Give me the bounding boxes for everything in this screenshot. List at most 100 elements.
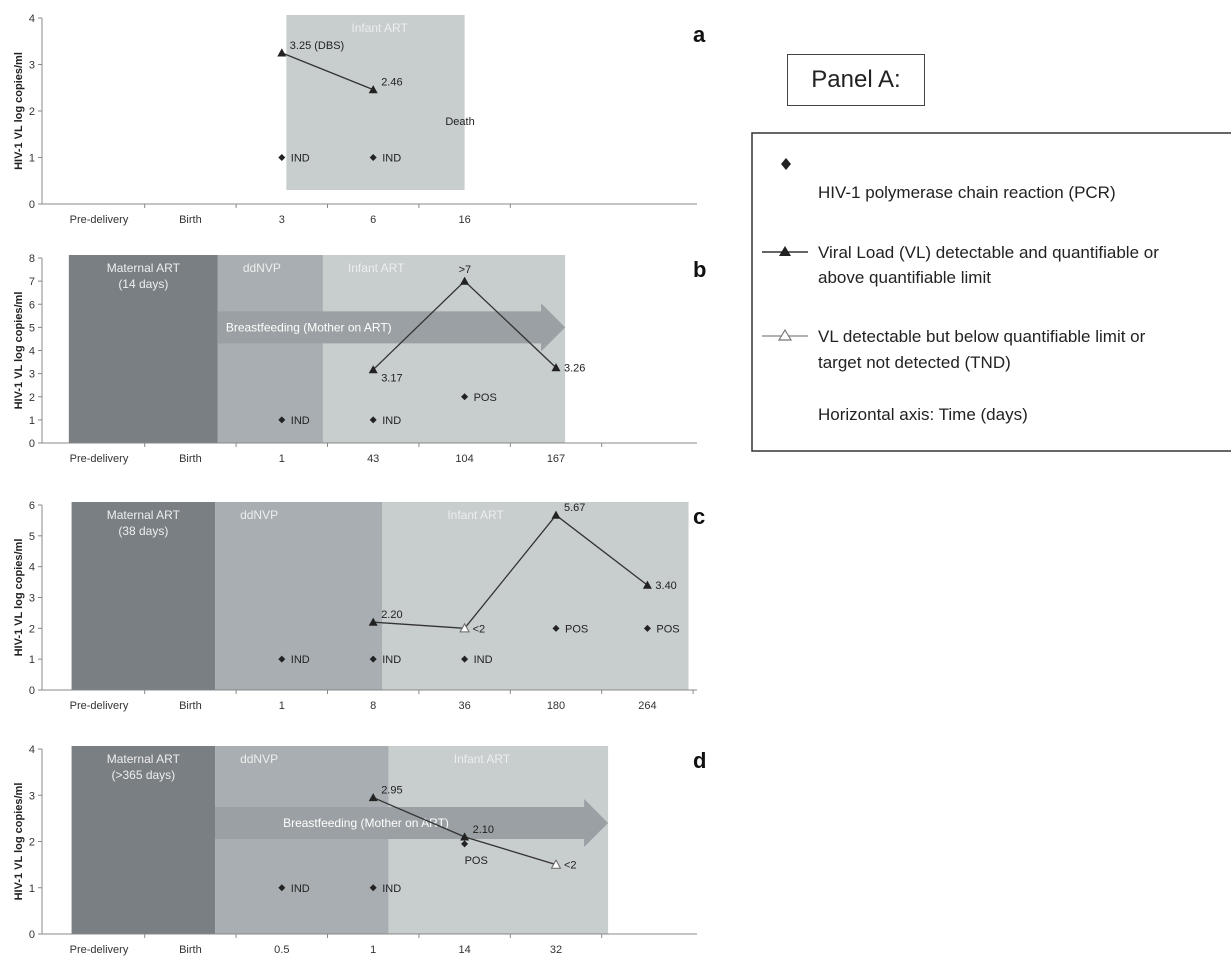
y-axis-label: HIV-1 VL log copies/ml — [13, 52, 25, 170]
y-tick-label: 2 — [29, 106, 35, 118]
y-tick-label: 2 — [29, 623, 35, 635]
y-axis-label: HIV-1 VL log copies/ml — [13, 783, 25, 901]
vl-filled-marker — [277, 48, 287, 57]
y-tick-label: 4 — [29, 562, 35, 574]
vl-quant-triangle-icon — [779, 246, 791, 256]
region-ddnvp — [217, 255, 323, 443]
pcr-point-label: IND — [291, 153, 310, 165]
region-ddnvp — [215, 502, 383, 690]
breastfeeding-label: Breastfeeding (Mother on ART) — [226, 320, 392, 334]
region-label-maternal: (38 days) — [118, 524, 168, 538]
region-label-infant: Infant ART — [348, 261, 405, 275]
chart-panel-c: Maternal ART (38 days) ddNVP Infant ART 0 1 2 3… — [13, 500, 705, 712]
region-label-maternal: Maternal ART — [107, 508, 181, 522]
vl-below-triangle-icon — [777, 328, 793, 341]
y-tick-label: 0 — [29, 438, 35, 450]
x-tick-label: Pre-delivery — [70, 453, 129, 465]
legend-frame — [751, 132, 1231, 452]
y-tick-label: 3 — [29, 593, 35, 605]
x-tick-label: 3 — [279, 214, 285, 226]
x-tick-label: Pre-delivery — [70, 214, 129, 226]
region-label-maternal: (14 days) — [118, 277, 168, 291]
pcr-marker — [278, 655, 286, 663]
x-tick-label: Birth — [179, 944, 202, 956]
breastfeeding-arrow — [217, 303, 566, 352]
x-tick-label: Birth — [179, 453, 202, 465]
pcr-marker — [369, 416, 377, 424]
pcr-point-label: IND — [291, 654, 310, 666]
pcr-point-label: IND — [474, 654, 493, 666]
legend-axis-note: Horizontal axis: Time (days) — [818, 405, 1028, 424]
y-tick-label: 5 — [29, 322, 35, 334]
pcr-marker — [461, 393, 469, 401]
vl-point-label: 2.46 — [381, 77, 402, 89]
pcr-point-label: IND — [291, 415, 310, 427]
y-tick-label: 2 — [29, 392, 35, 404]
y-axis-label: HIV-1 VL log copies/ml — [13, 539, 25, 657]
pcr-point-label: POS — [656, 623, 679, 635]
vl-point-label: 2.20 — [381, 609, 402, 621]
y-tick-label: 8 — [29, 253, 35, 265]
pcr-point-label: IND — [382, 415, 401, 427]
y-tick-label: 2 — [29, 837, 35, 849]
pcr-point-label: IND — [382, 654, 401, 666]
region-infant — [388, 746, 609, 934]
vl-point-label: <2 — [564, 860, 577, 872]
y-tick-label: 6 — [29, 299, 35, 311]
vl-series-line — [373, 514, 648, 630]
x-tick-label: 36 — [458, 700, 470, 712]
vl-filled-marker — [368, 617, 378, 626]
region-infant — [286, 15, 465, 190]
pcr-marker — [643, 624, 651, 632]
panel-title: Panel A: — [787, 54, 925, 106]
x-tick-label: Birth — [179, 214, 202, 226]
vl-filled-marker — [551, 363, 561, 372]
vl-point-label: >7 — [459, 264, 472, 276]
vl-point-label: 3.25 (DBS) — [290, 40, 344, 52]
x-tick-label: 32 — [550, 944, 562, 956]
breastfeeding-arrow — [215, 799, 609, 847]
panel-letter: b — [693, 257, 706, 282]
y-tick-label: 3 — [29, 60, 35, 72]
y-axis-label: HIV-1 VL log copies/ml — [13, 292, 25, 410]
legend-vl-below-line1: VL detectable but below quantifiable lim… — [818, 327, 1146, 346]
vl-point-label: 2.95 — [381, 785, 402, 797]
x-tick-label: 6 — [370, 214, 376, 226]
pcr-marker — [552, 624, 560, 632]
y-tick-label: 5 — [29, 531, 35, 543]
y-tick-label: 4 — [29, 346, 35, 358]
chart-panel-a: Infant ART 0 1 2 3 4 Pre-delivery Birth 3 6 16 HIV-… — [13, 13, 706, 226]
y-tick-label: 0 — [29, 685, 35, 697]
vl-point-label: <2 — [473, 623, 486, 635]
region-maternal — [68, 255, 218, 443]
region-label-maternal: Maternal ART — [107, 261, 181, 275]
legend-vl-below-line2: target not detected (TND) — [818, 353, 1011, 372]
x-tick-label: Pre-delivery — [70, 700, 129, 712]
x-tick-label: 0.5 — [274, 944, 289, 956]
pcr-marker — [369, 655, 377, 663]
region-label-maternal: Maternal ART — [107, 752, 181, 766]
x-tick-label: 1 — [370, 944, 376, 956]
y-tick-label: 4 — [29, 744, 35, 756]
pcr-point-label: IND — [291, 883, 310, 895]
chart-panel-b: Maternal ART (14 days) ddNVP Infant ART Brea… — [13, 253, 706, 465]
vl-filled-marker — [460, 276, 470, 285]
vl-point-label: 5.67 — [564, 502, 585, 514]
region-infant — [322, 255, 566, 443]
legend: HIV-1 polymerase chain reaction (PCR) Vi… — [751, 132, 1231, 452]
pcr-point-label: POS — [465, 855, 488, 867]
y-tick-label: 1 — [29, 415, 35, 427]
region-ddnvp — [215, 746, 389, 934]
x-tick-label: Pre-delivery — [70, 944, 129, 956]
y-tick-label: 4 — [29, 13, 35, 25]
legend-vl-quant-line2: above quantifiable limit — [818, 268, 991, 287]
chart-annotation: Death — [445, 116, 474, 128]
y-tick-label: 1 — [29, 654, 35, 666]
vl-open-marker — [550, 859, 562, 869]
y-tick-label: 3 — [29, 369, 35, 381]
x-tick-label: 1 — [279, 700, 285, 712]
vl-point-label: 3.40 — [655, 580, 676, 592]
region-infant — [382, 502, 689, 690]
vl-filled-marker — [368, 365, 378, 374]
